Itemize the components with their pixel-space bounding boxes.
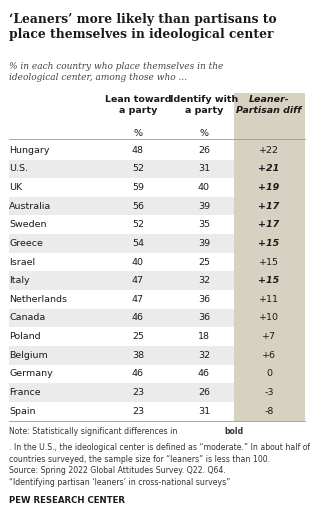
- Text: 26: 26: [198, 146, 210, 155]
- Text: 38: 38: [132, 351, 144, 360]
- Text: Belgium: Belgium: [9, 351, 48, 360]
- Text: Netherlands: Netherlands: [9, 295, 67, 304]
- Text: 46: 46: [132, 369, 144, 378]
- Text: % in each country who place themselves in the
ideological center, among those wh: % in each country who place themselves i…: [9, 62, 224, 82]
- Text: 47: 47: [132, 276, 144, 285]
- Text: +19: +19: [259, 183, 280, 192]
- Text: 39: 39: [198, 202, 210, 211]
- Text: 39: 39: [198, 239, 210, 248]
- Text: 56: 56: [132, 202, 144, 211]
- Text: 23: 23: [132, 388, 144, 397]
- Text: +6: +6: [262, 351, 276, 360]
- Text: Poland: Poland: [9, 332, 41, 341]
- Text: 36: 36: [198, 295, 210, 304]
- Text: 32: 32: [198, 276, 210, 285]
- Text: 54: 54: [132, 239, 144, 248]
- Text: 23: 23: [132, 407, 144, 416]
- Text: Spain: Spain: [9, 407, 36, 416]
- Text: France: France: [9, 388, 41, 397]
- Text: 48: 48: [132, 146, 144, 155]
- Text: %: %: [133, 129, 143, 138]
- Text: 40: 40: [132, 257, 144, 267]
- Text: 47: 47: [132, 295, 144, 304]
- Text: 32: 32: [198, 351, 210, 360]
- Text: Note: Statistically significant differences in: Note: Statistically significant differen…: [9, 427, 180, 436]
- Text: 46: 46: [132, 314, 144, 322]
- Text: . In the U.S., the ideological center is defined as “moderate.” In about half of: . In the U.S., the ideological center is…: [9, 443, 310, 487]
- Text: Italy: Italy: [9, 276, 30, 285]
- Text: 31: 31: [198, 164, 210, 173]
- Text: +7: +7: [262, 332, 276, 341]
- Text: 59: 59: [132, 183, 144, 192]
- Text: +17: +17: [259, 202, 280, 211]
- Text: 0: 0: [266, 369, 272, 378]
- Text: ‘Leaners’ more likely than partisans to
place themselves in ideological center: ‘Leaners’ more likely than partisans to …: [9, 13, 277, 41]
- Text: Hungary: Hungary: [9, 146, 50, 155]
- Text: 25: 25: [198, 257, 210, 267]
- Text: %: %: [199, 129, 209, 138]
- Text: Sweden: Sweden: [9, 220, 47, 229]
- Text: +17: +17: [259, 220, 280, 229]
- Text: 52: 52: [132, 220, 144, 229]
- Text: +11: +11: [259, 295, 279, 304]
- Text: Lean toward
a party: Lean toward a party: [105, 95, 171, 115]
- Text: -3: -3: [264, 388, 274, 397]
- Text: UK: UK: [9, 183, 22, 192]
- Text: bold: bold: [225, 427, 244, 436]
- Text: Identify with
a party: Identify with a party: [170, 95, 238, 115]
- Text: Germany: Germany: [9, 369, 53, 378]
- Text: Israel: Israel: [9, 257, 35, 267]
- Text: Canada: Canada: [9, 314, 46, 322]
- Text: 26: 26: [198, 388, 210, 397]
- Text: 40: 40: [198, 183, 210, 192]
- Text: +22: +22: [259, 146, 279, 155]
- Text: PEW RESEARCH CENTER: PEW RESEARCH CENTER: [9, 496, 125, 505]
- Text: +15: +15: [259, 276, 280, 285]
- Text: +10: +10: [259, 314, 279, 322]
- Text: U.S.: U.S.: [9, 164, 28, 173]
- Text: Leaner-
Partisan diff: Leaner- Partisan diff: [237, 95, 302, 115]
- Text: +15: +15: [259, 239, 280, 248]
- Text: 52: 52: [132, 164, 144, 173]
- Text: Greece: Greece: [9, 239, 43, 248]
- Text: 18: 18: [198, 332, 210, 341]
- Text: 36: 36: [198, 314, 210, 322]
- Text: +21: +21: [259, 164, 280, 173]
- Text: 35: 35: [198, 220, 210, 229]
- Text: -8: -8: [264, 407, 274, 416]
- Text: Australia: Australia: [9, 202, 51, 211]
- Text: 46: 46: [198, 369, 210, 378]
- Text: 25: 25: [132, 332, 144, 341]
- Text: +15: +15: [259, 257, 279, 267]
- Text: 31: 31: [198, 407, 210, 416]
